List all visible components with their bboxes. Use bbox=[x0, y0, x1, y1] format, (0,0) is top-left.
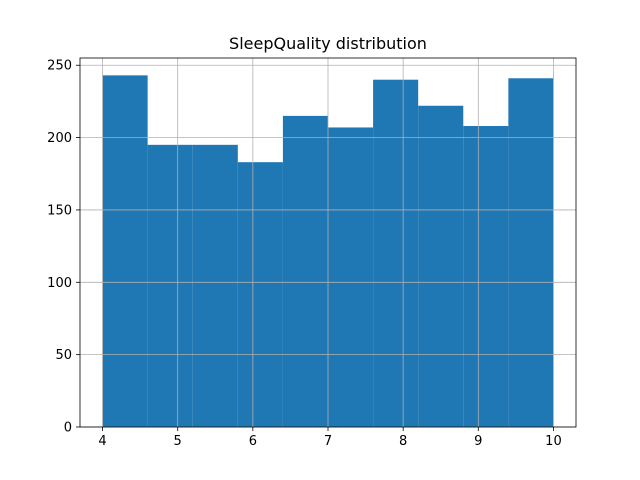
histogram-bar bbox=[237, 162, 283, 427]
y-tick-label: 250 bbox=[47, 59, 72, 74]
x-tick-label: 6 bbox=[249, 434, 257, 449]
y-tick-label: 0 bbox=[64, 421, 72, 436]
histogram-bar bbox=[282, 115, 328, 427]
histogram-bar bbox=[328, 127, 374, 427]
histogram-bar bbox=[373, 79, 419, 428]
x-tick-label: 10 bbox=[545, 434, 562, 449]
histogram-bar bbox=[463, 126, 509, 427]
x-tick-label: 5 bbox=[174, 434, 182, 449]
y-tick-label: 150 bbox=[47, 203, 72, 218]
y-tick-label: 50 bbox=[55, 348, 72, 363]
histogram-bar bbox=[508, 78, 554, 428]
histogram-bar bbox=[102, 75, 148, 427]
histogram-bars bbox=[102, 75, 554, 428]
histogram-bar bbox=[418, 105, 464, 428]
x-tick-label: 8 bbox=[399, 434, 407, 449]
chart-title: SleepQuality distribution bbox=[229, 34, 427, 53]
y-tick-label: 200 bbox=[47, 131, 72, 146]
x-tick-label: 9 bbox=[474, 434, 482, 449]
histogram-bar bbox=[147, 144, 193, 427]
y-tick-label: 100 bbox=[47, 276, 72, 291]
x-tick-label: 4 bbox=[98, 434, 106, 449]
x-tick-label: 7 bbox=[324, 434, 332, 449]
histogram-bar bbox=[192, 144, 238, 427]
